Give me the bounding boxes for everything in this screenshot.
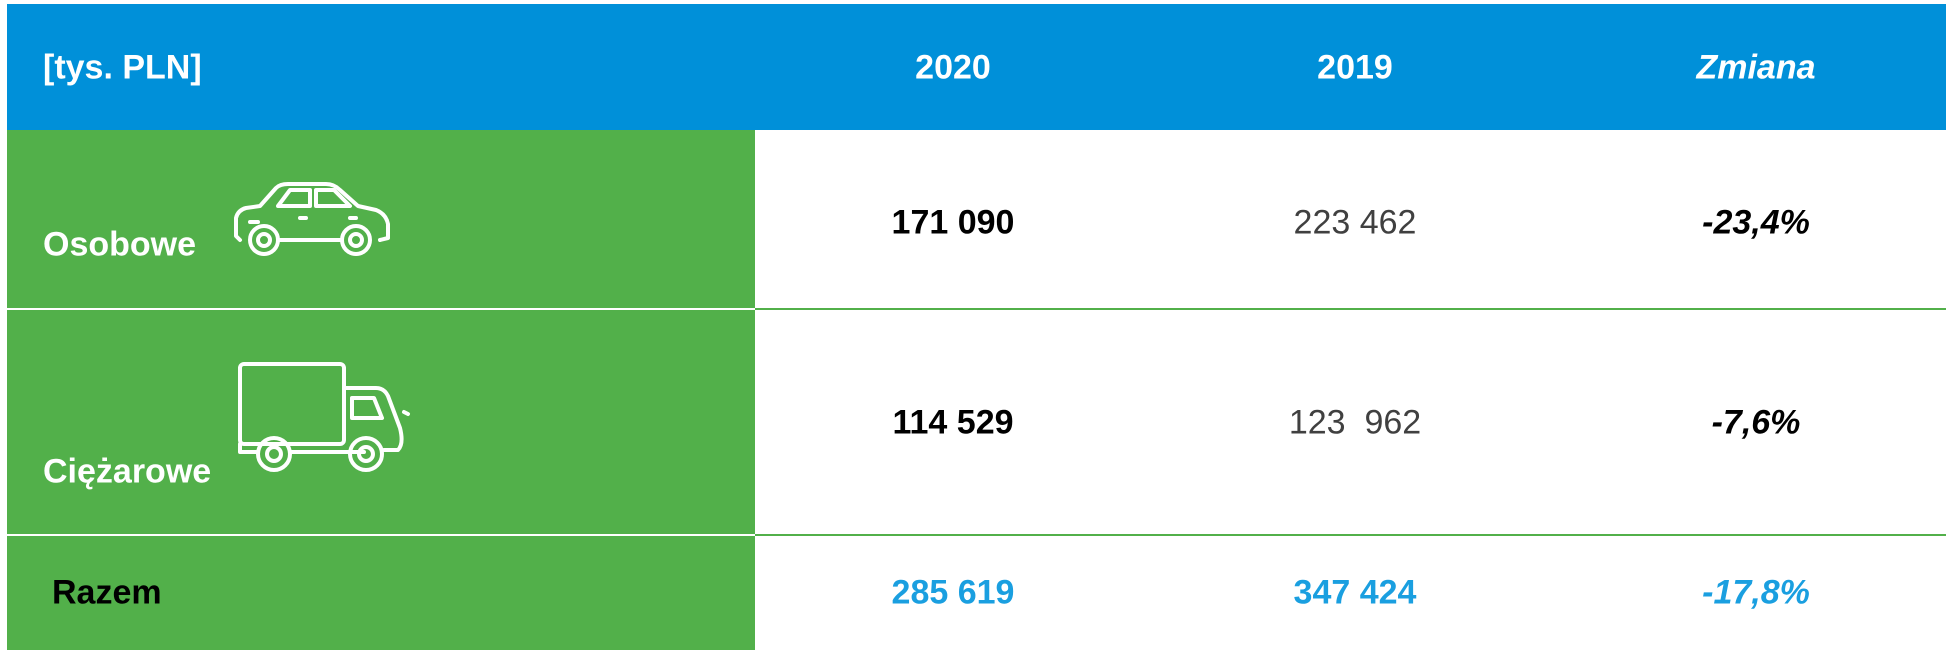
header-cell: 2020	[915, 48, 991, 87]
value-cell: -7,6%	[1711, 403, 1801, 442]
row-label: Ciężarowe	[43, 452, 212, 491]
car-icon	[234, 182, 390, 256]
row-divider	[755, 308, 1946, 310]
row-label: Osobowe	[43, 225, 197, 264]
row-label: Razem	[52, 573, 162, 612]
value-cell: -17,8%	[1702, 573, 1810, 612]
value-cell: 123 962	[1288, 403, 1422, 442]
value-cell: -23,4%	[1702, 203, 1810, 242]
value-cell: 114 529	[892, 403, 1014, 442]
truck-icon	[238, 362, 410, 472]
label-band	[7, 536, 755, 650]
value-cell: 171 090	[891, 203, 1015, 242]
row-divider	[755, 534, 1946, 536]
value-cell: 285 619	[891, 573, 1015, 612]
value-cell: 223 462	[1293, 203, 1417, 242]
value-cell: 347 424	[1293, 573, 1417, 612]
header-band	[7, 4, 1946, 130]
header-cell: Zmiana	[1696, 48, 1816, 87]
label-band	[7, 310, 755, 534]
label-band	[7, 130, 755, 308]
header-label: [tys. PLN]	[43, 48, 202, 87]
header-cell: 2019	[1317, 48, 1393, 87]
